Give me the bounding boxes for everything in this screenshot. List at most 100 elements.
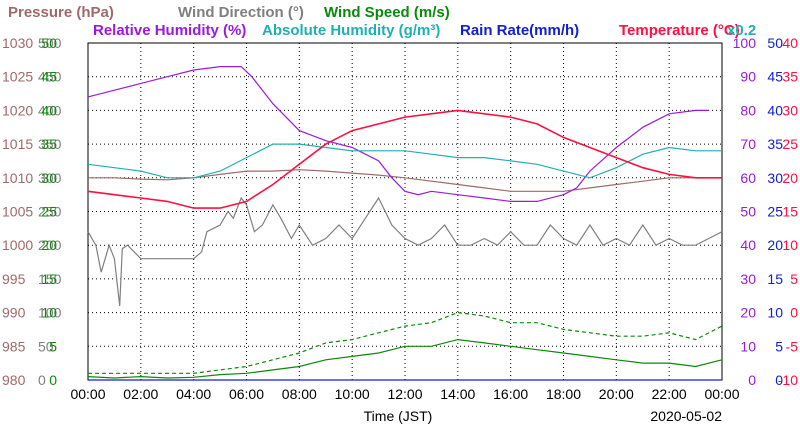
wind-direction-tick-label: 50 bbox=[38, 338, 54, 354]
rain-rate-tick-label: 0 bbox=[775, 372, 783, 388]
x-tick-label: 08:00 bbox=[282, 386, 317, 402]
pressure-tick-label: 1030 bbox=[2, 35, 33, 51]
wind-speed-tick-label: 50 bbox=[41, 35, 57, 51]
temperature-tick-label: 20 bbox=[782, 170, 798, 186]
wind-direction-tick-label: 350 bbox=[38, 136, 62, 152]
series-temperature-c bbox=[87, 109, 722, 209]
temperature-tick-label: 15 bbox=[782, 204, 798, 220]
x-tick-label: 00:00 bbox=[70, 386, 105, 402]
x-tick-label: 14:00 bbox=[440, 386, 475, 402]
legend-pressure-hpa: Pressure (hPa) bbox=[8, 4, 114, 21]
temperature-tick-label: 35 bbox=[782, 69, 798, 85]
series-pressure-hpa bbox=[88, 169, 722, 192]
temperature-tick-label: -5 bbox=[786, 338, 799, 354]
rain-rate-tick-label: 45 bbox=[767, 69, 783, 85]
pressure-tick-label: 990 bbox=[2, 305, 26, 321]
rain-rate-tick-label: 35 bbox=[767, 136, 783, 152]
x-tick-label: 20:00 bbox=[599, 386, 634, 402]
humidity-tick-label: 30 bbox=[740, 271, 756, 287]
wind-speed-tick-label: 5 bbox=[49, 338, 57, 354]
humidity-tick-label: 100 bbox=[733, 35, 757, 51]
temperature-tick-label: 0 bbox=[790, 305, 798, 321]
wind-speed-tick-label: 25 bbox=[41, 204, 57, 220]
wind-direction-tick-label: 300 bbox=[38, 170, 62, 186]
pressure-tick-label: 985 bbox=[2, 338, 26, 354]
legend-rain-rate-mm-h: Rain Rate(mm/h) bbox=[460, 22, 579, 39]
wind-direction-tick-label: 500 bbox=[38, 35, 62, 51]
series-wind-speed-m-s bbox=[87, 338, 723, 379]
humidity-tick-label: 80 bbox=[740, 102, 756, 118]
rain-rate-tick-label: 5 bbox=[775, 338, 783, 354]
x-tick-label: 04:00 bbox=[176, 386, 211, 402]
wind-speed-tick-label: 15 bbox=[41, 271, 57, 287]
rain-rate-tick-label: 10 bbox=[767, 305, 783, 321]
pressure-tick-label: 995 bbox=[2, 271, 26, 287]
plot-grid bbox=[87, 42, 723, 381]
rain-rate-tick-label: 25 bbox=[767, 204, 783, 220]
humidity-tick-label: 0 bbox=[748, 372, 756, 388]
legend-row-1: Pressure (hPa) Wind Direction (°) Wind Spe… bbox=[8, 4, 450, 21]
pressure-tick-label: 1020 bbox=[2, 102, 33, 118]
pressure-tick-label: 1015 bbox=[2, 136, 33, 152]
legend-x0-2: x0.2 bbox=[727, 22, 756, 39]
legend-temperature-c: Temperature (°C) bbox=[619, 22, 740, 39]
legend-relative-humidity: Relative Humidity (%) bbox=[93, 22, 246, 39]
left-axes: 9809859909951000100510101015102010251030… bbox=[2, 35, 62, 388]
x-tick-label: 10:00 bbox=[335, 386, 370, 402]
legend-wind-speed-m-s: Wind Speed (m/s) bbox=[324, 4, 450, 21]
date-label: 2020-05-02 bbox=[650, 408, 722, 424]
rain-rate-tick-label: 50 bbox=[767, 35, 783, 51]
humidity-tick-label: 70 bbox=[740, 136, 756, 152]
wind-direction-tick-label: 150 bbox=[38, 271, 62, 287]
humidity-tick-label: 10 bbox=[740, 338, 756, 354]
x-tick-label: 22:00 bbox=[652, 386, 687, 402]
wind-speed-tick-label: 30 bbox=[41, 170, 57, 186]
x-tick-label: 12:00 bbox=[387, 386, 422, 402]
wind-speed-tick-label: 45 bbox=[41, 69, 57, 85]
wind-direction-tick-label: 100 bbox=[38, 305, 62, 321]
series-wind-gust-m-s bbox=[88, 311, 723, 374]
pressure-tick-label: 1010 bbox=[2, 170, 33, 186]
x-axis-label: Time (JST) bbox=[364, 408, 433, 424]
temperature-tick-label: 25 bbox=[782, 136, 798, 152]
wind-speed-tick-label: 20 bbox=[41, 237, 57, 253]
pressure-tick-label: 1000 bbox=[2, 237, 33, 253]
legend-absolute-humidity-g-m: Absolute Humidity (g/m³) bbox=[262, 22, 440, 39]
series-wind-direction bbox=[87, 196, 723, 306]
right-axes: 0102030405060708090100051015202530354045… bbox=[733, 35, 799, 388]
humidity-tick-label: 40 bbox=[740, 237, 756, 253]
temperature-tick-label: -10 bbox=[778, 372, 798, 388]
temperature-tick-label: 40 bbox=[782, 35, 798, 51]
temperature-tick-label: 5 bbox=[790, 271, 798, 287]
humidity-tick-label: 50 bbox=[740, 204, 756, 220]
humidity-tick-label: 60 bbox=[740, 170, 756, 186]
temperature-tick-label: 10 bbox=[782, 237, 798, 253]
pressure-tick-label: 1025 bbox=[2, 69, 33, 85]
series-absolute-humidity-g-m bbox=[87, 143, 722, 179]
rain-rate-tick-label: 40 bbox=[767, 102, 783, 118]
wind-direction-tick-label: 200 bbox=[38, 237, 62, 253]
x-tick-label: 16:00 bbox=[493, 386, 528, 402]
series-layer bbox=[87, 65, 723, 381]
x-tick-label: 02:00 bbox=[123, 386, 158, 402]
x-axis-ticks: 00:00 02:00 04:00 06:00 08:00 10:00 12:00 14:00… bbox=[70, 386, 739, 402]
wind-direction-tick-label: 400 bbox=[38, 102, 62, 118]
wind-speed-tick-label: 40 bbox=[41, 102, 57, 118]
wind-direction-tick-label: 250 bbox=[38, 204, 62, 220]
humidity-tick-label: 20 bbox=[740, 305, 756, 321]
legend-wind-direction: Wind Direction (°) bbox=[178, 4, 304, 21]
legend-row-2: Relative Humidity (%) Absolute Humidity (… bbox=[93, 22, 756, 39]
wind-direction-tick-label: 0 bbox=[38, 372, 46, 388]
rain-rate-tick-label: 15 bbox=[767, 271, 783, 287]
temperature-tick-label: 30 bbox=[782, 102, 798, 118]
pressure-tick-label: 980 bbox=[2, 372, 26, 388]
wind-speed-tick-label: 10 bbox=[41, 305, 57, 321]
x-tick-label: 00:00 bbox=[704, 386, 739, 402]
pressure-tick-label: 1005 bbox=[2, 204, 33, 220]
wind-direction-tick-label: 450 bbox=[38, 69, 62, 85]
wind-speed-tick-label: 35 bbox=[41, 136, 57, 152]
rain-rate-tick-label: 30 bbox=[767, 170, 783, 186]
rain-rate-tick-label: 20 bbox=[767, 237, 783, 253]
x-tick-label: 06:00 bbox=[229, 386, 264, 402]
